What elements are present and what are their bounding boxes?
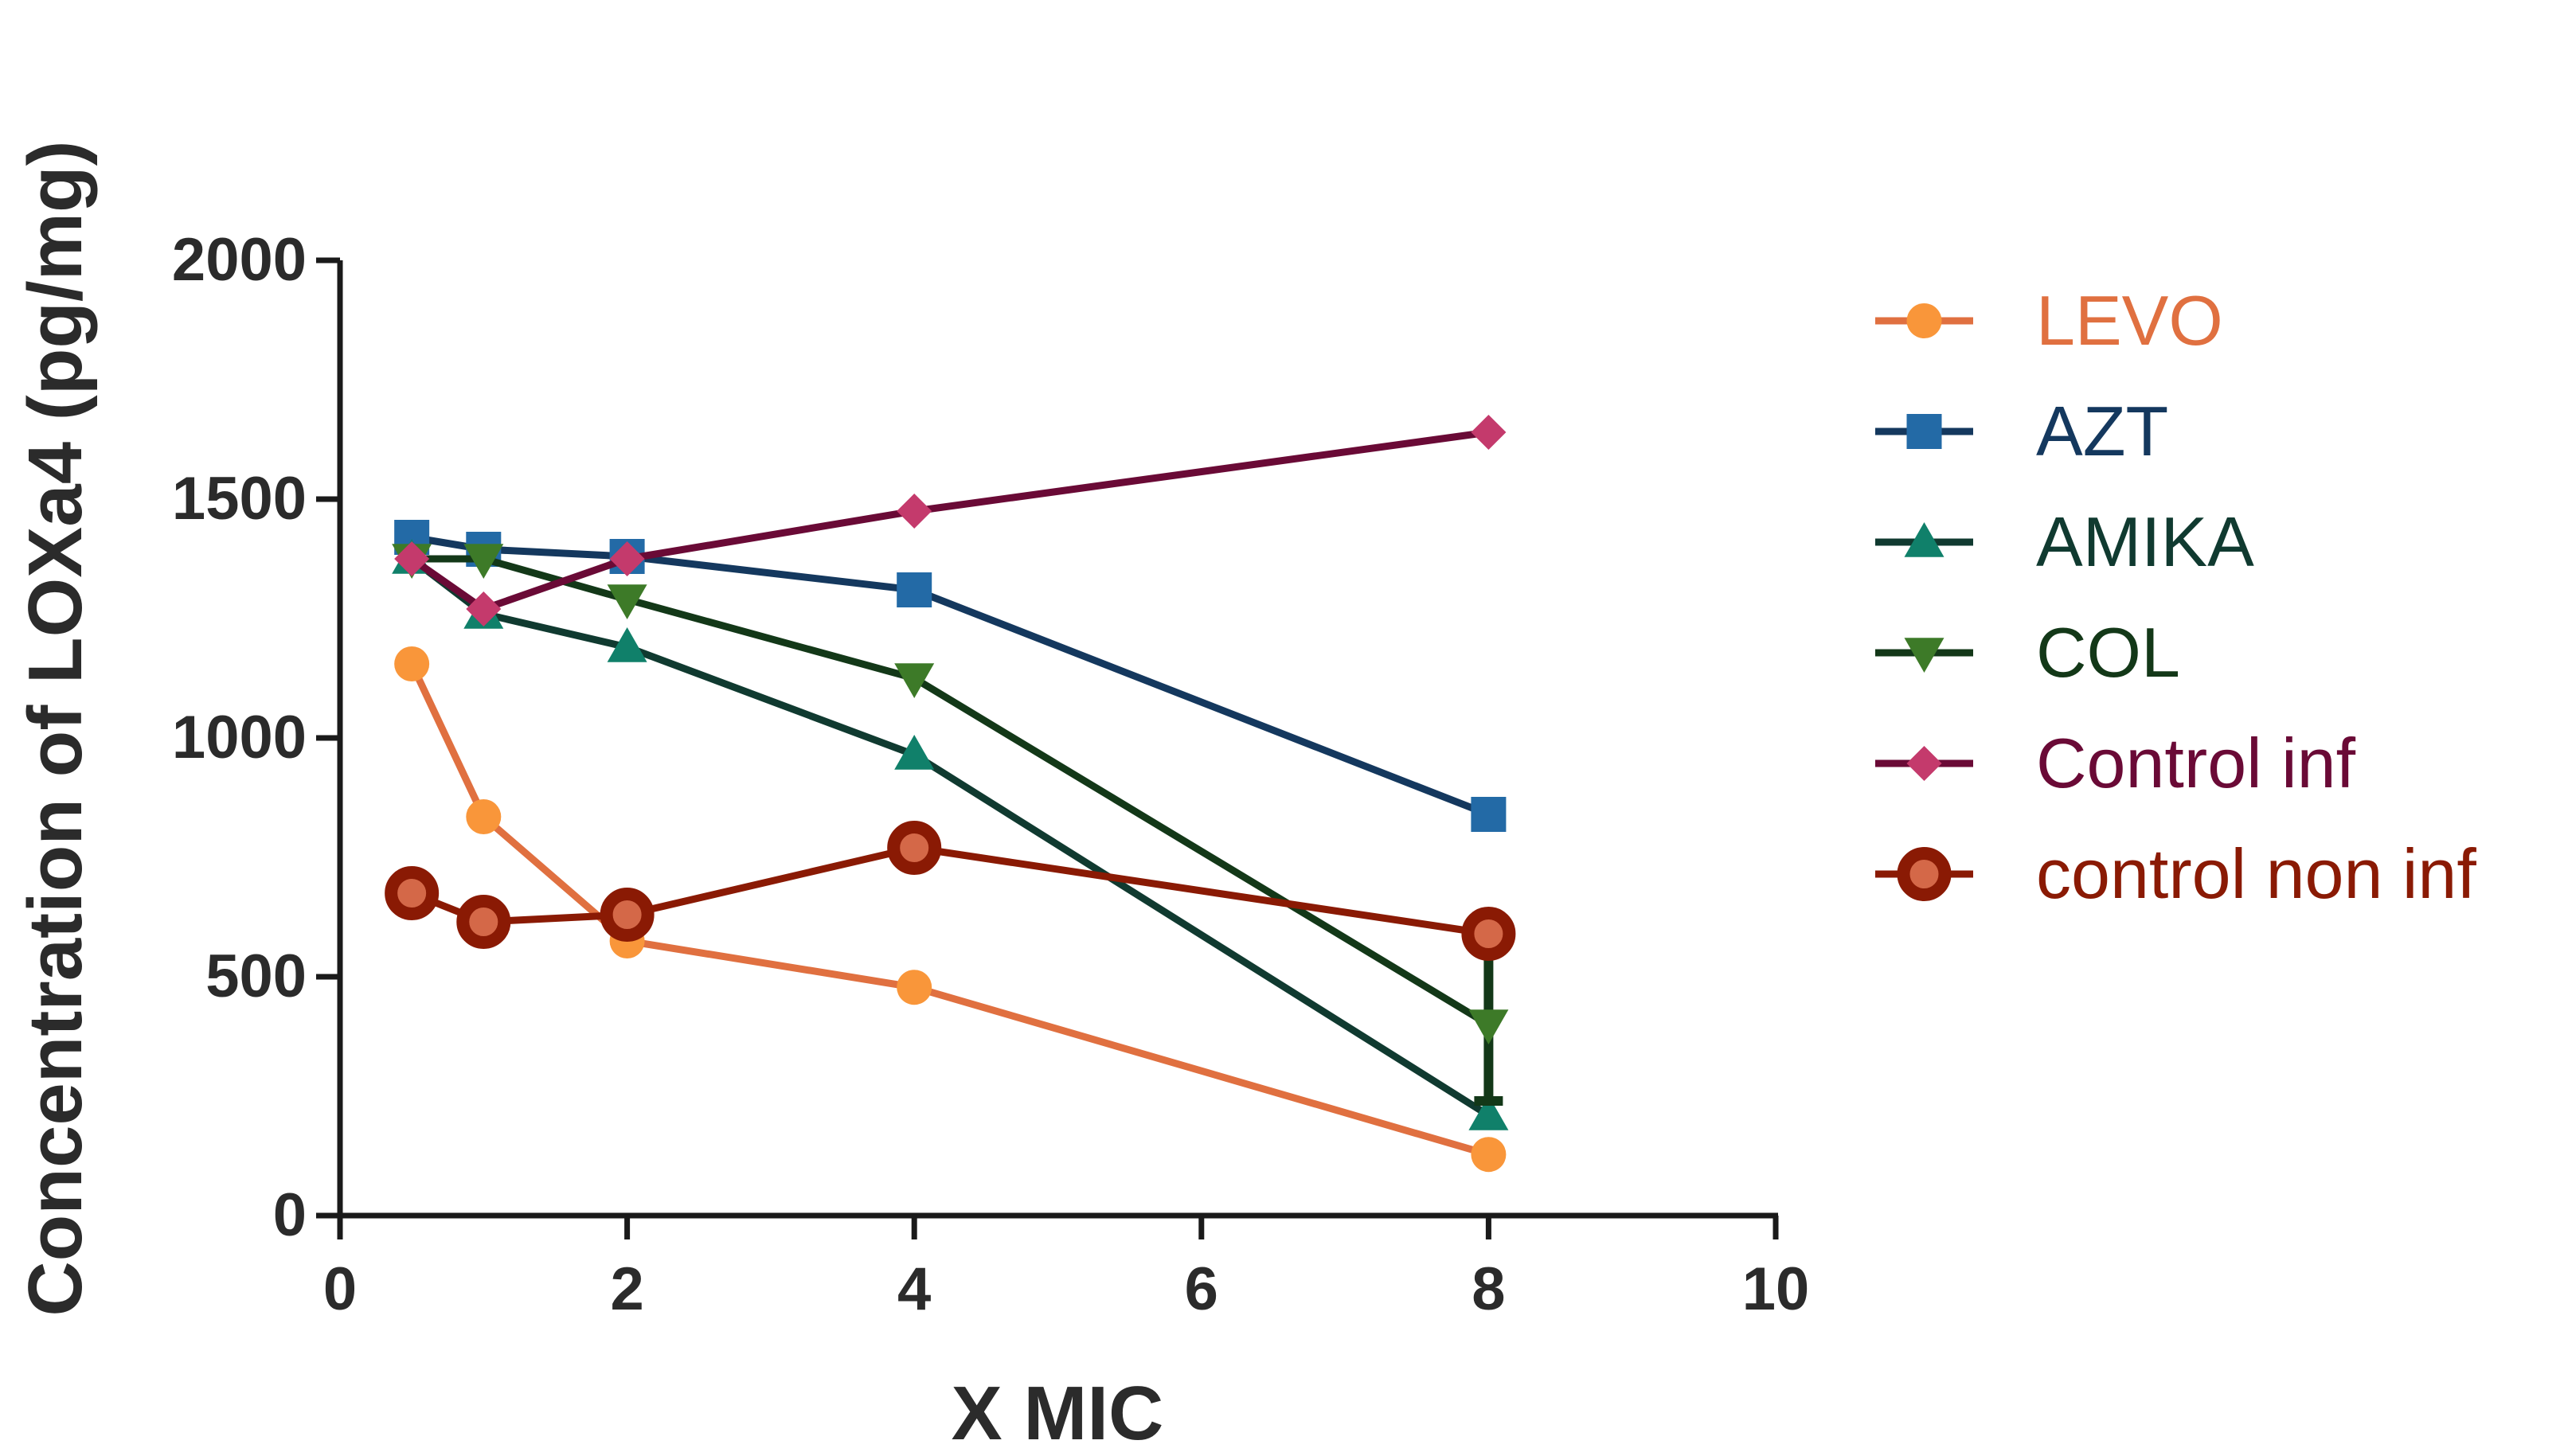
data-point: [894, 663, 935, 698]
data-point: [1471, 1137, 1507, 1173]
data-point: [894, 735, 935, 770]
legend-swatch-marker: [1906, 746, 1942, 781]
data-point: [1471, 415, 1507, 450]
legend-item: AZT: [1875, 392, 2168, 470]
y-tick-label: 2000: [172, 226, 307, 294]
series-col: [392, 544, 1509, 1106]
y-tick-label: 1500: [172, 465, 307, 533]
series-line: [409, 556, 1491, 1118]
x-tick-label: 8: [1472, 1255, 1505, 1323]
data-point: [609, 541, 645, 576]
legend-swatch-marker: [1906, 303, 1942, 338]
y-axis-title: Concentration of LOXa4 (pg/mg): [13, 140, 98, 1316]
data-point: [456, 895, 511, 949]
legend-label: control non inf: [2036, 834, 2476, 913]
series-control-non-inf: [385, 821, 1516, 961]
legend: LEVO AZT AMIKA COL Control inf control non in…: [1875, 281, 2476, 913]
data-point: [1471, 797, 1507, 832]
legend-item: AMIKA: [1875, 502, 2254, 581]
legend-swatch-marker: [1904, 522, 1944, 557]
x-tick-label: 4: [897, 1255, 931, 1323]
data-point: [897, 494, 932, 529]
data-point: [607, 584, 647, 619]
data-point: [897, 970, 932, 1005]
data-point: [463, 544, 504, 579]
legend-swatch-marker: [1904, 638, 1944, 673]
legend-label: Control inf: [2036, 724, 2356, 802]
data-point: [607, 627, 647, 662]
y-tick-label: 0: [273, 1181, 307, 1249]
series-amika: [392, 539, 1509, 1130]
legend-label: AMIKA: [2036, 502, 2254, 581]
y-tick-label: 1000: [172, 704, 307, 771]
data-point: [394, 646, 430, 681]
x-axis-title: X MIC: [952, 1371, 1164, 1456]
series-azt: [394, 520, 1507, 832]
legend-swatch-marker: [1906, 414, 1942, 449]
x-tick-label: 2: [610, 1255, 643, 1323]
legend-item: COL: [1875, 613, 2180, 692]
data-point: [887, 821, 942, 875]
legend-swatch-marker: [1897, 847, 1952, 901]
y-tick-label: 500: [205, 943, 307, 1010]
axes: 0 500 1000 1500 2000 0 2 4 6 8 10: [172, 226, 1809, 1323]
legend-label: COL: [2036, 613, 2180, 692]
data-point: [1461, 907, 1516, 961]
data-point: [466, 591, 502, 627]
x-tick-label: 10: [1742, 1255, 1810, 1323]
data-point: [1468, 1009, 1509, 1044]
legend-label: AZT: [2036, 392, 2168, 470]
legend-item: Control inf: [1875, 724, 2356, 802]
legend-label: LEVO: [2036, 281, 2223, 360]
data-point: [897, 572, 932, 607]
series-control-inf: [394, 415, 1507, 627]
legend-item: control non inf: [1875, 834, 2476, 913]
series-layer: [385, 415, 1516, 1173]
x-tick-label: 6: [1185, 1255, 1218, 1323]
data-point: [394, 541, 430, 576]
data-point: [385, 866, 440, 920]
data-point: [466, 799, 502, 834]
data-point: [600, 888, 655, 942]
x-tick-label: 0: [323, 1255, 357, 1323]
series-line: [412, 555, 1491, 1028]
legend-item: LEVO: [1875, 281, 2223, 360]
data-point: [1468, 1095, 1509, 1130]
